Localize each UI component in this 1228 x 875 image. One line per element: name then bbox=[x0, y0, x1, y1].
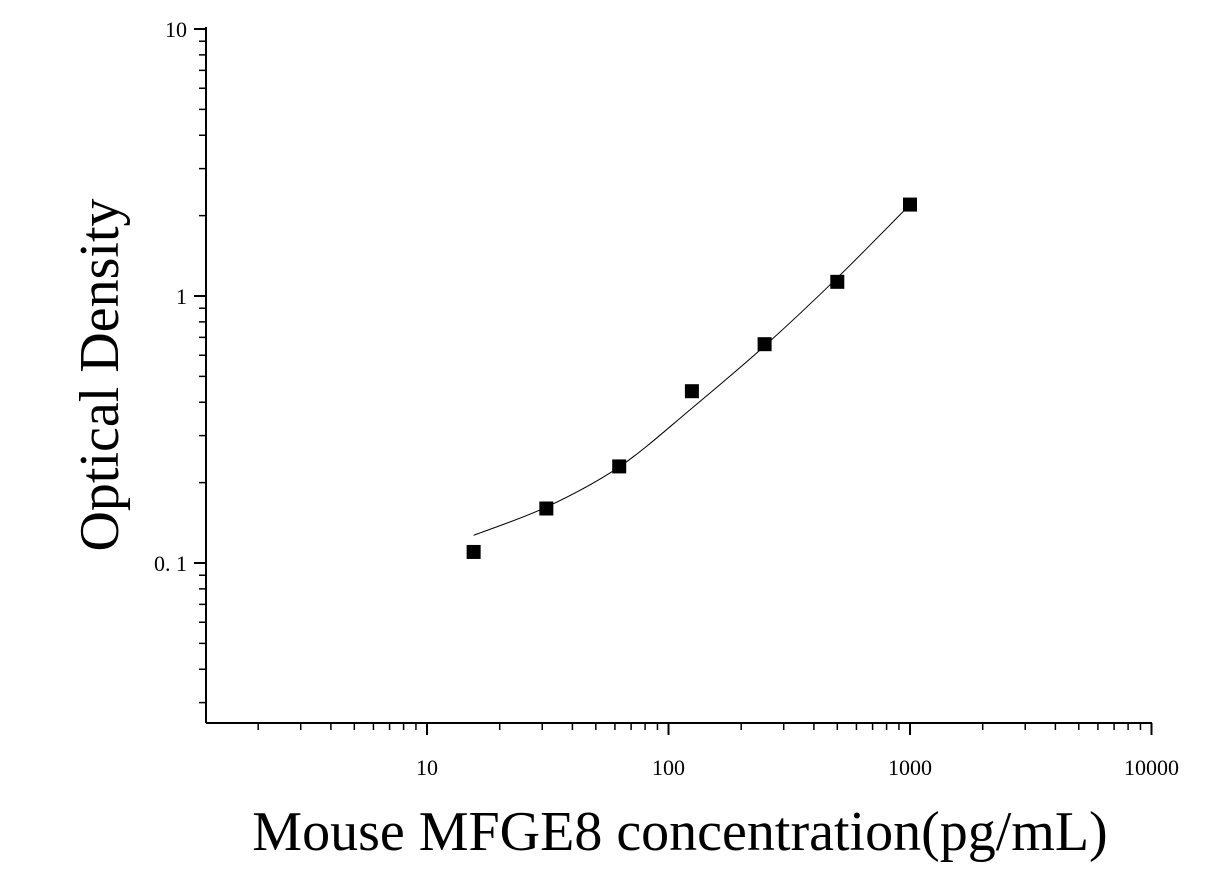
x-tick-label: 1000 bbox=[888, 755, 932, 780]
x-tick-label: 10000 bbox=[1124, 755, 1179, 780]
y-tick-label: 0. 1 bbox=[154, 551, 187, 576]
data-point bbox=[539, 501, 554, 516]
data-point bbox=[684, 384, 699, 399]
x-axis-tick-labels: 10 100 1000 10000 bbox=[416, 755, 1179, 780]
y-tick-label: 1 bbox=[176, 284, 187, 309]
data-point bbox=[903, 197, 917, 212]
y-axis-minor-ticks bbox=[199, 40, 206, 704]
fit-curve bbox=[473, 204, 911, 536]
data-points bbox=[466, 197, 917, 559]
data-point bbox=[830, 274, 845, 289]
x-axis-title: Mouse MFGE8 concentration(pg/mL) bbox=[252, 801, 1107, 863]
x-tick-label: 10 bbox=[416, 755, 438, 780]
data-point bbox=[757, 337, 772, 352]
x-axis-major-ticks bbox=[426, 723, 1153, 735]
x-tick-label: 100 bbox=[652, 755, 685, 780]
y-axis-tick-labels: 0. 1 1 10 bbox=[154, 17, 187, 576]
y-axis-major-ticks bbox=[194, 28, 206, 564]
x-axis-minor-ticks bbox=[257, 723, 1142, 730]
data-point bbox=[466, 544, 481, 559]
data-point bbox=[612, 459, 627, 474]
y-axis-title: Optical Density bbox=[69, 198, 131, 551]
y-tick-label: 10 bbox=[165, 17, 187, 42]
